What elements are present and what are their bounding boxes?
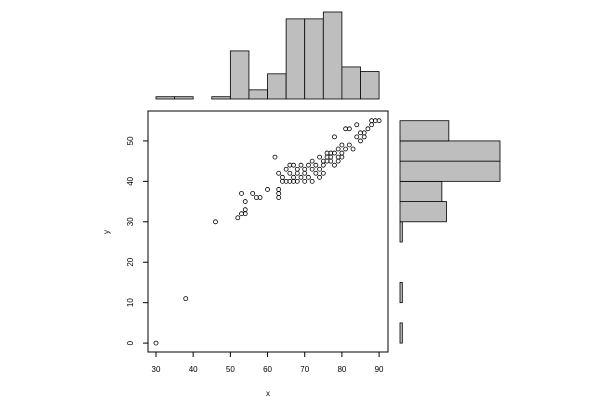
- histogram-bar: [360, 71, 380, 100]
- histogram-bar: [267, 73, 287, 100]
- histogram-bar: [322, 11, 343, 100]
- point: [343, 146, 349, 152]
- point: [354, 134, 360, 140]
- x-tick-label: 50: [226, 365, 235, 374]
- point: [369, 122, 375, 128]
- histogram-bar: [399, 140, 501, 162]
- point: [235, 215, 241, 221]
- point: [276, 187, 282, 192]
- y-tick-label: 30: [126, 217, 135, 226]
- histogram-bar: [399, 282, 403, 304]
- histogram-bar: [341, 66, 361, 100]
- point: [309, 158, 315, 164]
- point: [317, 166, 322, 172]
- point: [287, 170, 293, 176]
- point: [239, 191, 244, 196]
- point: [298, 174, 304, 180]
- point: [350, 146, 356, 152]
- y-axis-label: y: [102, 230, 111, 234]
- point: [306, 162, 311, 168]
- y-tick-label: 50: [126, 136, 135, 145]
- histogram-bar: [399, 180, 443, 202]
- point: [283, 166, 289, 172]
- point: [376, 118, 382, 124]
- x-tick-label: 80: [337, 365, 346, 374]
- point: [257, 195, 263, 200]
- x-tick-label: 90: [375, 365, 384, 374]
- point: [250, 191, 256, 196]
- point: [339, 142, 345, 148]
- point: [346, 142, 352, 148]
- point: [313, 170, 319, 176]
- y-tick-label: 10: [126, 298, 135, 307]
- point: [320, 162, 326, 168]
- point: [317, 154, 322, 160]
- histogram-bar: [399, 120, 450, 142]
- point: [361, 134, 367, 140]
- x-tick-label: 70: [300, 365, 309, 374]
- point: [213, 219, 218, 225]
- point: [339, 154, 345, 160]
- histogram-bar: [399, 201, 447, 223]
- point: [272, 154, 278, 160]
- y-tick-label: 0: [126, 340, 135, 345]
- histogram-bar: [155, 96, 175, 100]
- point: [365, 126, 371, 132]
- x-tick-label: 30: [152, 365, 161, 374]
- point: [313, 162, 319, 168]
- point: [298, 162, 304, 168]
- point: [320, 170, 326, 176]
- point: [354, 122, 360, 128]
- histogram-bar: [248, 89, 268, 100]
- point: [332, 150, 337, 156]
- x-tick-label: 60: [263, 365, 272, 374]
- point: [332, 162, 337, 168]
- point: [302, 170, 308, 176]
- point: [328, 158, 334, 164]
- histogram-bar: [399, 160, 501, 182]
- point: [309, 166, 315, 172]
- histogram-bar: [304, 18, 324, 100]
- point: [242, 211, 248, 217]
- point: [306, 174, 311, 180]
- point: [302, 178, 308, 184]
- point: [317, 174, 322, 180]
- histogram-bar: [399, 221, 403, 243]
- point: [276, 170, 282, 176]
- histogram-bar: [229, 50, 250, 100]
- histogram-bar: [399, 322, 403, 344]
- x-tick-label: 40: [189, 365, 198, 374]
- point: [153, 340, 159, 346]
- histogram-bar: [285, 18, 306, 100]
- point: [358, 138, 363, 144]
- point: [309, 178, 315, 184]
- y-tick-label: 20: [126, 257, 135, 266]
- point: [294, 178, 300, 184]
- point: [346, 126, 352, 132]
- x-axis-label: x: [266, 389, 270, 398]
- histogram-bar: [211, 96, 231, 100]
- histogram-bar: [174, 96, 194, 100]
- point: [242, 199, 248, 204]
- y-tick-label: 40: [126, 176, 135, 185]
- point: [324, 150, 330, 156]
- point: [265, 187, 270, 192]
- point: [183, 296, 189, 302]
- point: [332, 134, 337, 140]
- point: [294, 166, 300, 172]
- point: [287, 162, 293, 168]
- point: [335, 146, 341, 152]
- point: [335, 158, 341, 164]
